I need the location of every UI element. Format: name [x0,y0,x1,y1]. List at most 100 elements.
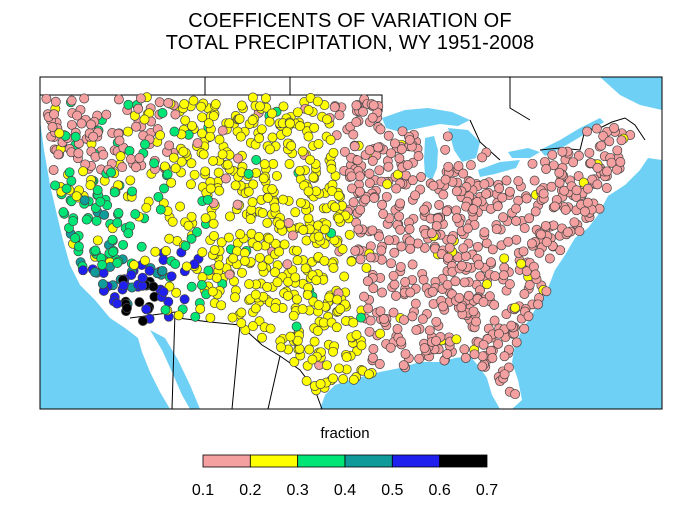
station-point [214,185,225,196]
station-point [92,235,103,246]
station-point [290,272,301,283]
station-point [282,259,293,270]
station-point [358,106,368,117]
station-point [511,203,521,214]
station-point [482,279,492,290]
station-point [202,194,213,205]
station-point [197,112,208,123]
station-point [413,151,424,162]
station-point [160,304,171,315]
station-point [281,126,292,137]
station-point [487,244,498,255]
station-point [367,352,378,363]
station-point [262,192,273,203]
station-point [183,220,194,231]
station-point [477,361,488,372]
station-point [375,328,386,339]
station-point [284,159,295,169]
station-point [303,131,314,142]
station-point [554,167,565,178]
station-point [271,170,282,181]
station-point [70,131,81,142]
station-point [235,131,246,142]
canada-internal-border-3 [509,77,531,121]
station-point [86,119,96,130]
station-point [122,303,132,313]
station-point [510,302,521,313]
station-point [516,258,527,269]
station-point [200,213,211,224]
station-point [173,310,184,321]
station-point [292,294,302,305]
station-point [529,175,540,186]
station-point [203,118,214,129]
station-point [547,149,558,160]
station-point [307,354,318,365]
station-point [200,166,211,177]
station-point [481,188,492,199]
station-point [220,173,231,184]
station-point [169,126,180,137]
station-point [473,259,484,270]
station-point [533,299,543,310]
station-point [491,224,502,235]
legend-swatch [202,454,251,468]
station-point [275,219,285,230]
station-point [573,171,584,182]
station-point [141,202,152,213]
station-point [392,324,403,334]
station-point [602,166,612,177]
station-point [112,298,123,309]
station-point [95,196,106,207]
station-point [382,179,393,190]
station-point [157,265,168,276]
station-point [379,314,389,325]
station-point [475,271,486,282]
station-point [308,172,319,183]
legend-swatch [297,454,346,468]
station-point [396,144,407,155]
station-point [374,359,385,369]
station-point [456,260,467,271]
station-point [479,179,490,190]
station-point [148,281,159,292]
station-point [361,262,372,273]
station-point [331,322,342,333]
station-point [364,178,375,188]
station-point [114,135,125,146]
station-point [288,310,299,321]
station-point [230,292,240,303]
station-point [171,287,182,298]
station-point [485,257,496,268]
station-point [208,218,219,229]
station-point [419,343,430,354]
station-point [459,277,470,288]
station-point [227,312,238,323]
station-point [234,113,245,124]
station-point [213,167,224,178]
station-point [139,114,150,125]
station-point [499,253,510,264]
station-point [411,325,422,336]
station-point [504,186,515,197]
station-point [386,148,396,159]
station-point [396,336,406,347]
station-point [398,360,409,371]
station-point [141,304,152,315]
station-point [101,109,112,120]
station-point [312,326,323,336]
station-point [79,195,90,206]
station-point [291,245,302,256]
station-point [442,131,453,142]
station-point [321,360,332,371]
station-point [48,165,59,175]
station-point [354,171,365,182]
station-point [252,241,263,252]
station-point [97,260,108,270]
station-point [591,123,602,134]
station-point [609,123,620,133]
station-point [216,300,227,311]
station-point [373,142,384,153]
station-point [484,291,495,302]
station-point [312,96,323,107]
